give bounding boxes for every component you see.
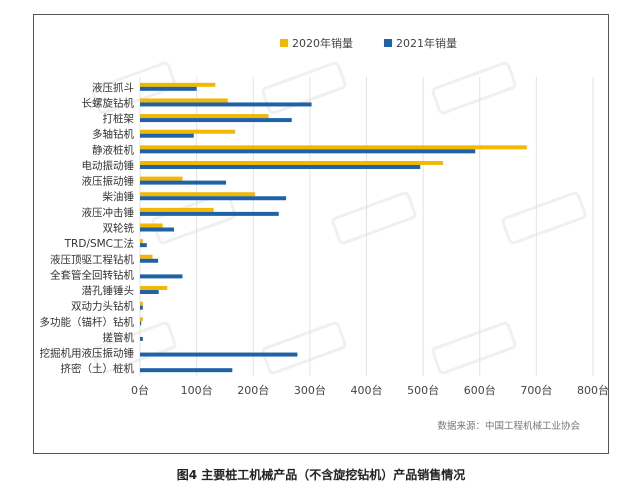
bar-2021	[140, 164, 421, 169]
legend-swatch-2021	[384, 39, 392, 47]
bar-2021	[140, 321, 142, 326]
bar-2021	[140, 290, 159, 295]
category-label: 液压顶驱工程钻机	[50, 253, 134, 266]
category-label: 柴油锤	[103, 190, 135, 203]
x-tick-label: 300台	[294, 383, 326, 397]
x-tick-label: 0台	[131, 383, 149, 397]
bar-2020	[140, 239, 143, 244]
bar-chart: 液压抓斗长螺旋钻机打桩架多轴钻机静液桩机电动振动锤液压振动锤柴油锤液压冲击锤双轮…	[40, 36, 610, 432]
bar-2020	[140, 254, 153, 259]
watermark-mark	[261, 61, 347, 115]
bar-2020	[140, 301, 143, 306]
category-label: 液压抓斗	[92, 81, 134, 94]
figure-caption: 图4 主要桩工机械产品（不含旋挖钻机）产品销售情况	[176, 468, 466, 482]
bar-2020	[140, 114, 269, 119]
grid-layer	[139, 77, 594, 376]
x-tick-label: 400台	[351, 383, 383, 397]
bar-2020	[140, 145, 527, 150]
category-label: 挖掘机用液压振动锤	[40, 347, 135, 360]
x-tick-label: 200台	[237, 383, 269, 397]
bar-2021	[140, 352, 298, 357]
bar-2021	[140, 258, 159, 263]
bar-2020	[140, 223, 163, 228]
category-label: 液压振动锤	[82, 175, 135, 188]
bar-2021	[140, 336, 143, 341]
bar-2021	[140, 102, 312, 107]
bar-2020	[140, 286, 168, 291]
data-source-note: 数据来源：中国工程机械工业协会	[437, 420, 580, 432]
bar-2020	[140, 207, 214, 212]
watermark-mark	[431, 61, 517, 115]
x-tick-label: 700台	[520, 383, 552, 397]
bar-2021	[140, 305, 143, 310]
x-tick-label: 100台	[181, 383, 213, 397]
bar-2021	[140, 274, 183, 279]
watermark-mark	[331, 191, 417, 245]
watermark-mark	[501, 191, 587, 245]
bar-2021	[140, 211, 279, 216]
watermark-layer	[91, 61, 587, 375]
legend-label: 2021年销量	[396, 36, 457, 50]
category-label: 打桩架	[103, 112, 135, 125]
category-label: 挤密（土）桩机	[61, 362, 135, 375]
bar-2020	[140, 160, 443, 165]
bar-2021	[140, 133, 194, 138]
category-label: 多功能（锚杆）钻机	[40, 315, 135, 328]
watermark-mark	[91, 61, 177, 115]
category-label: 多轴钻机	[92, 128, 134, 141]
category-label: 电动振动锤	[82, 159, 135, 172]
legend: 2020年销量 2021年销量	[280, 36, 457, 50]
bar-2020	[140, 192, 255, 197]
bar-2021	[140, 368, 233, 373]
bar-2021	[140, 86, 197, 91]
watermark-mark	[431, 321, 517, 375]
bar-2020	[140, 176, 183, 181]
legend-label: 2020年销量	[292, 36, 353, 50]
category-label: 液压冲击锤	[82, 206, 135, 219]
tick-labels: 0台 100台 200台 300台 400台 500台 600台 700台 800台	[131, 383, 609, 397]
legend-swatch-2020	[280, 39, 288, 47]
bars-layer	[140, 82, 527, 373]
bar-2020	[140, 82, 216, 87]
x-tick-label: 500台	[407, 383, 439, 397]
bar-2021	[140, 243, 147, 248]
category-labels: 液压抓斗长螺旋钻机打桩架多轴钻机静液桩机电动振动锤液压振动锤柴油锤液压冲击锤双轮…	[40, 81, 135, 375]
x-tick-label: 800台	[577, 383, 609, 397]
chart-frame: 液压抓斗长螺旋钻机打桩架多轴钻机静液桩机电动振动锤液压振动锤柴油锤液压冲击锤双轮…	[33, 14, 609, 454]
category-label: 全套管全回转钻机	[50, 268, 134, 281]
x-tick-label: 600台	[464, 383, 496, 397]
category-label: 潜孔锤锤头	[82, 284, 135, 297]
watermark-mark	[91, 321, 177, 375]
bar-2020	[140, 129, 236, 134]
watermark-mark	[261, 321, 347, 375]
bar-2021	[140, 196, 287, 201]
bar-2021	[140, 180, 227, 185]
category-label: 双动力头钻机	[71, 300, 134, 313]
category-label: 搓管机	[103, 331, 135, 344]
category-label: 静液桩机	[92, 143, 134, 156]
bar-2021	[140, 149, 476, 154]
bar-2021	[140, 118, 292, 123]
category-label: 双轮铣	[103, 222, 135, 235]
bar-2020	[140, 317, 143, 322]
bar-2020	[140, 98, 228, 103]
bar-2021	[140, 227, 174, 232]
category-label: 长螺旋钻机	[82, 96, 135, 109]
category-label: TRD/SMC工法	[64, 237, 134, 250]
watermark-mark	[151, 191, 237, 245]
